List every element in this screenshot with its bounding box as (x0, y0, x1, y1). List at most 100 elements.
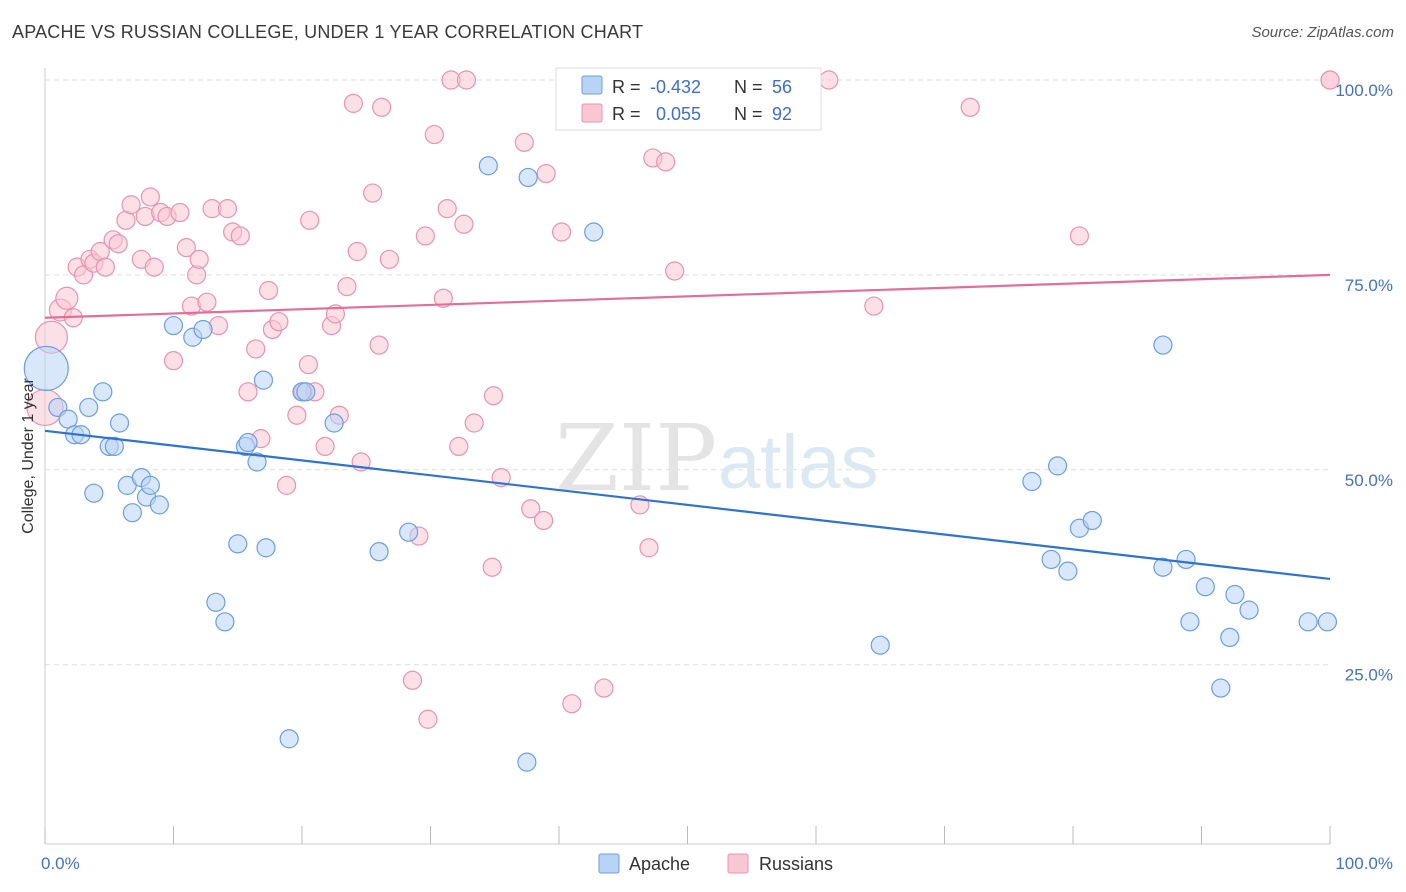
russians-point-51 (347, 241, 367, 262)
apache-point-48 (1180, 612, 1200, 632)
russians-point-78 (594, 678, 614, 698)
stats-legend-apache-swatch (581, 75, 603, 95)
stats-legend-r-value-russians: 0.055 (656, 104, 701, 124)
russians-point-91 (1320, 70, 1340, 90)
chart-source: Source: ZipAtlas.com (1251, 24, 1394, 41)
russians-point-38 (269, 312, 289, 332)
russians-point-42 (298, 354, 319, 375)
russians-point-18 (144, 257, 164, 277)
apache-point-32 (369, 542, 389, 562)
russians-point-86 (819, 70, 839, 90)
apache-point-51 (1220, 627, 1240, 648)
apache-point-26 (253, 370, 274, 390)
apache-point-9 (104, 436, 124, 457)
apache-point-34 (478, 156, 498, 176)
stats-legend-r-label-apache: R = (612, 77, 641, 97)
russians-point-77 (562, 694, 582, 714)
apache-point-20 (206, 592, 226, 612)
russians-point-83 (656, 152, 676, 172)
apache-point-44 (1082, 510, 1102, 531)
watermark-zip: ZIP (555, 405, 717, 512)
russians-point-50 (343, 93, 363, 113)
watermark-atlas: atlas (718, 420, 879, 505)
x-tick-label-max: 100.0% (1335, 854, 1393, 873)
legend-apache-label: Apache (629, 854, 690, 874)
russians-point-17 (140, 187, 160, 207)
apache-point-33 (399, 522, 419, 542)
russians-point-30 (217, 199, 238, 219)
apache-point-17 (163, 315, 184, 336)
stats-legend-n-value-russians: 92 (772, 104, 792, 124)
apache-point-30 (296, 382, 316, 402)
watermark: ZIP atlas (555, 405, 879, 512)
stats-legend-r-value-apache: -0.432 (650, 77, 701, 97)
apache-point-37 (584, 222, 604, 242)
russians-point-55 (372, 97, 392, 117)
apache-point-31 (324, 413, 344, 433)
russians-point-67 (456, 70, 477, 90)
trend-lines (44, 273, 1331, 581)
apache-point-42 (1058, 561, 1078, 581)
stats-legend-russians-swatch (581, 103, 603, 123)
russians-point-25 (187, 265, 207, 285)
y-tick-label-0: 25.0% (1345, 666, 1393, 685)
x-tick-label-min: 0.0% (41, 854, 80, 873)
stats-legend-r-label-russians: R = (612, 104, 641, 124)
apache-point-21 (215, 612, 235, 632)
russians-point-39 (276, 475, 297, 495)
stats-legend-n-value-apache: 56 (772, 77, 792, 97)
grid-lines (45, 79, 1330, 666)
russians-point-14 (121, 195, 141, 215)
apache-point-16 (149, 495, 169, 515)
russians-point-53 (363, 183, 383, 203)
russians-point-75 (536, 163, 556, 184)
russians-point-76 (551, 222, 572, 242)
russians-point-65 (449, 436, 469, 457)
apache-point-53 (1239, 600, 1259, 620)
apache-point-52 (1225, 584, 1245, 605)
russians-point-74 (533, 510, 554, 531)
russians-point-69 (482, 557, 502, 577)
russians-point-23 (176, 238, 196, 258)
apache-point-49 (1195, 577, 1215, 597)
russians-point-68 (464, 413, 484, 433)
stats-legend-n-label-apache: N = (734, 77, 763, 97)
russians-point-45 (315, 436, 335, 457)
y-tick-label-3: 100.0% (1335, 81, 1393, 100)
legend-russians-swatch (727, 853, 749, 874)
russians-point-47 (325, 304, 346, 324)
apache-point-39 (1022, 471, 1042, 492)
apache-point-12 (122, 503, 142, 523)
russians-point-26 (189, 249, 209, 269)
apache-point-54 (1298, 612, 1318, 632)
apache-point-38 (870, 635, 890, 655)
apache-point-47 (1176, 549, 1196, 570)
russians-point-3 (55, 286, 79, 310)
apache-point-46 (1153, 557, 1173, 577)
apache-point-45 (1153, 335, 1173, 355)
chart-title: APACHE VS RUSSIAN COLLEGE, UNDER 1 YEAR … (12, 22, 644, 42)
russians-point-12 (108, 234, 128, 254)
russians-point-22 (170, 202, 190, 223)
russians-point-60 (418, 709, 438, 729)
stats-legend-n-label-russians: N = (734, 104, 763, 124)
russians-point-21 (163, 351, 184, 371)
apache-point-6 (84, 483, 104, 503)
apache-point-24 (238, 432, 258, 453)
russians-trend-line (44, 273, 1331, 319)
y-axis-title: College, Under 1 year (20, 378, 37, 534)
russians-point-59 (415, 226, 435, 246)
apache-point-28 (279, 729, 299, 749)
apache-point-36 (518, 167, 538, 188)
axes (44, 68, 1331, 845)
y-tick-label-1: 50.0% (1345, 471, 1393, 490)
apache-point-35 (517, 752, 537, 772)
apache-point-15 (140, 475, 160, 495)
apache-point-41 (1047, 456, 1068, 476)
russians-point-61 (424, 124, 444, 145)
apache-point-25 (247, 452, 267, 472)
russians-point-88 (960, 97, 980, 117)
russians-point-36 (258, 280, 279, 301)
russians-point-54 (369, 335, 389, 355)
russians-point-27 (197, 292, 217, 312)
